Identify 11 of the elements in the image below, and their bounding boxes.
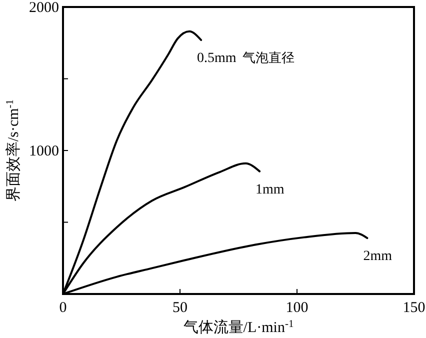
x-tick-label: 150 [402,300,426,316]
x-tick-label: 50 [172,300,188,316]
annotation: 气泡直径 [242,51,294,66]
y-tick-label: 1000 [29,144,59,160]
x-tick-label: 0 [59,300,67,316]
x-axis-title: 气体流量/L·min$^{-1}$ [183,318,294,336]
series-label: 0.5mm [197,51,236,66]
x-tick-label: 100 [286,300,308,316]
y-tick-label: 2000 [29,0,59,16]
series-label: 1mm [256,182,284,198]
series-label: 2mm [363,249,392,264]
